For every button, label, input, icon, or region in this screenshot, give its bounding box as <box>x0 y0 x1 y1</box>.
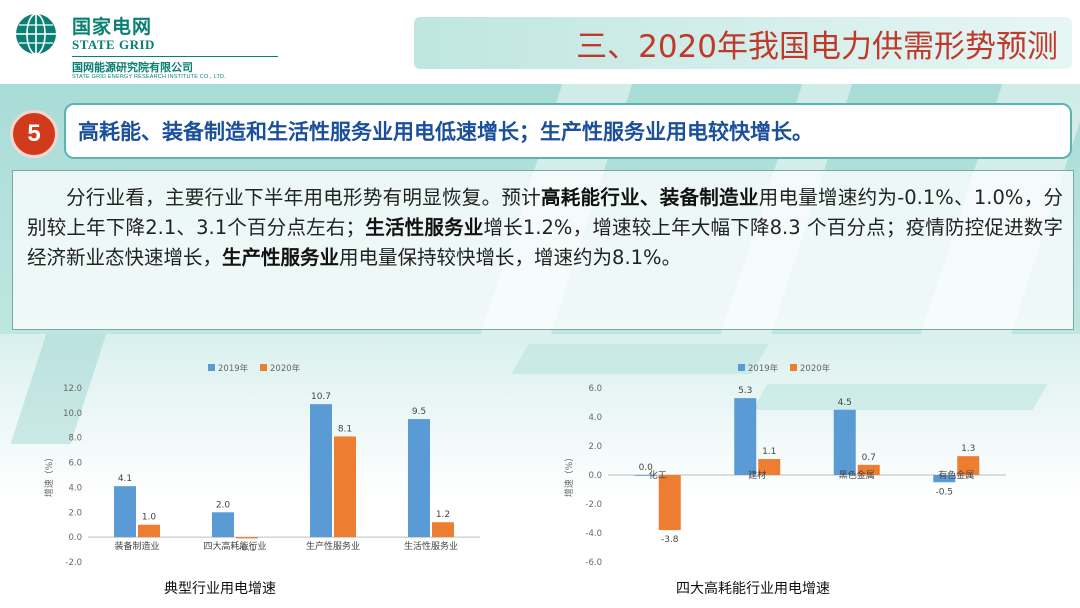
logo-institute-cn: 国网能源研究院有限公司 <box>72 61 193 74</box>
legend-swatch-2019年 <box>738 364 745 371</box>
bar-2019年-黑色金属 <box>833 409 856 475</box>
state-grid-logo: 国家电网 STATE GRID 国网能源研究院有限公司 STATE GRID E… <box>14 8 278 80</box>
data-label: 9.5 <box>412 407 426 417</box>
data-label: 1.1 <box>762 447 776 457</box>
category-label: 有色金属 <box>938 469 974 481</box>
headline-box: 高耗能、装备制造和生活性服务业用电低速增长；生产性服务业用电较快增长。 <box>64 103 1072 159</box>
data-label: -0.1 <box>238 543 256 553</box>
legend-swatch-2019年 <box>208 364 215 371</box>
legend-swatch-2020年 <box>790 364 797 371</box>
bar-2020年-装备制造业 <box>138 524 160 538</box>
summary-text: 用电量保持较快增长，增速约为8.1%。 <box>339 246 682 269</box>
section-headline: 高耗能、装备制造和生活性服务业用电低速增长；生产性服务业用电较快增长。 <box>78 120 813 144</box>
category-label: 四大高耗能行业 <box>203 540 266 552</box>
y-tick-label: 0.0 <box>68 533 82 543</box>
y-axis-label: 增速（%） <box>43 453 55 498</box>
y-tick-label: -4.0 <box>585 529 602 539</box>
section-headline-row: 高耗能、装备制造和生活性服务业用电低速增长；生产性服务业用电较快增长。 5 <box>10 100 1072 160</box>
logo-en-name: STATE GRID <box>72 37 155 52</box>
summary-text: 分行业看，主要行业下半年用电形势有明显恢复。预计 <box>66 186 541 209</box>
page-title: 三、2020年我国电力供需形势预测 <box>576 28 1058 65</box>
bar-2019年-有色金属 <box>933 475 956 483</box>
title-banner: 三、2020年我国电力供需形势预测 <box>414 17 1072 69</box>
bar-2020年-有色金属 <box>957 456 980 475</box>
background-lower <box>0 334 1080 608</box>
data-label: 1.0 <box>142 513 157 523</box>
data-label: 8.1 <box>338 424 352 434</box>
legend-label: 2019年 <box>218 363 249 374</box>
category-label: 生产性服务业 <box>306 540 360 552</box>
y-axis-label: 增速（%） <box>563 453 575 498</box>
bar-2020年-化工 <box>658 475 681 531</box>
data-label: 2.0 <box>216 500 231 510</box>
bar-2019年-生活性服务业 <box>408 419 430 538</box>
y-tick-label: 8.0 <box>68 434 82 444</box>
bar-2019年-建材 <box>734 398 757 475</box>
y-tick-label: 4.0 <box>588 413 602 423</box>
y-tick-label: -6.0 <box>585 558 602 568</box>
legend-swatch-2020年 <box>260 364 267 371</box>
data-label: 0.7 <box>862 453 876 463</box>
data-label: 1.2 <box>436 510 450 520</box>
y-tick-label: 10.0 <box>63 409 82 419</box>
chart-caption-energy-intensive: 四大高耗能行业用电增速 <box>676 581 830 597</box>
summary-text: 用电量增速约为-0.1%、1.0%，分别较上年下降2.1、3.1个百分点左右； <box>27 186 1063 239</box>
y-tick-label: 2.0 <box>68 508 82 518</box>
legend-label: 2020年 <box>800 363 831 374</box>
bar-2019年-生产性服务业 <box>310 404 332 538</box>
summary-bold-text: 生产性服务业 <box>222 246 340 269</box>
bar-2020年-生产性服务业 <box>334 436 356 538</box>
y-tick-label: 2.0 <box>588 442 602 452</box>
data-label: 4.5 <box>838 398 852 408</box>
category-label: 黑色金属 <box>839 469 875 481</box>
bar-2019年-化工 <box>634 475 657 476</box>
data-label: -0.5 <box>935 487 953 497</box>
globe-logo-icon <box>16 13 56 55</box>
data-label: 4.1 <box>118 474 132 484</box>
chart-energy-intensive-svg: 2019年 2020年 -6.0 -4.0 -2.0 0.0 2.0 4.0 6.0 增速（%） 0… <box>563 363 1006 568</box>
summary-box: 分行业看，主要行业下半年用电形势有明显恢复。预计高耗能行业、装备制造业用电量增速… <box>12 170 1074 330</box>
data-label: 5.3 <box>738 386 752 396</box>
legend-label: 2019年 <box>748 363 779 374</box>
category-label: 化工 <box>649 469 667 481</box>
y-tick-label: -2.0 <box>585 500 602 510</box>
chart-energy-intensive: 2019年 2020年 -6.0 -4.0 -2.0 0.0 2.0 4.0 6.0 增速（%） 0… <box>560 356 1030 570</box>
chart-typical-industries: 2019年 2020年 -2.0 0.0 2.0 4.0 6.0 8.0 10.0 12.0 增速（… <box>40 356 500 570</box>
section-number: 5 <box>27 120 41 147</box>
y-tick-label: 6.0 <box>588 384 602 394</box>
bar-2019年-四大高耗能行业 <box>212 512 234 538</box>
y-tick-label: 6.0 <box>68 459 82 469</box>
y-tick-label: 12.0 <box>63 384 82 394</box>
data-label: -3.8 <box>661 535 679 545</box>
y-tick-label: 0.0 <box>588 471 602 481</box>
legend-label: 2020年 <box>270 363 301 374</box>
data-label: 0.0 <box>639 463 654 473</box>
bar-2019年-装备制造业 <box>114 486 136 538</box>
data-label: 10.7 <box>311 392 331 402</box>
y-tick-label: 4.0 <box>68 483 82 493</box>
category-label: 建材 <box>748 469 766 481</box>
bar-2020年-黑色金属 <box>857 464 880 475</box>
summary-paragraph: 分行业看，主要行业下半年用电形势有明显恢复。预计高耗能行业、装备制造业用电量增速… <box>27 183 1063 273</box>
logo-institute-en: STATE GRID ENERGY RESEARCH INSTITUTE CO.… <box>72 74 226 80</box>
logo-cn-name: 国家电网 <box>72 16 153 38</box>
summary-bold-text: 高耗能行业、装备制造业 <box>540 186 759 209</box>
data-label: 1.3 <box>961 444 975 454</box>
summary-bold-text: 生活性服务业 <box>365 216 484 239</box>
chart-typical-industries-svg: 2019年 2020年 -2.0 0.0 2.0 4.0 6.0 8.0 10.0 12.0 增速（… <box>43 363 480 568</box>
bar-2020年-四大高耗能行业 <box>236 537 258 539</box>
y-tick-label: -2.0 <box>65 558 82 568</box>
bar-2020年-建材 <box>758 459 781 475</box>
category-label: 装备制造业 <box>114 540 159 552</box>
summary-text: 增长1.2%，增速较上年大幅下降8.3 个百分点；疫情防控促进数字经济新业态快速… <box>27 216 1063 269</box>
bar-2020年-生活性服务业 <box>432 522 454 538</box>
category-label: 生活性服务业 <box>404 540 458 552</box>
chart-caption-typical-industries: 典型行业用电增速 <box>164 581 276 597</box>
logo-divider <box>72 56 278 57</box>
section-number-badge: 5 <box>10 110 58 158</box>
